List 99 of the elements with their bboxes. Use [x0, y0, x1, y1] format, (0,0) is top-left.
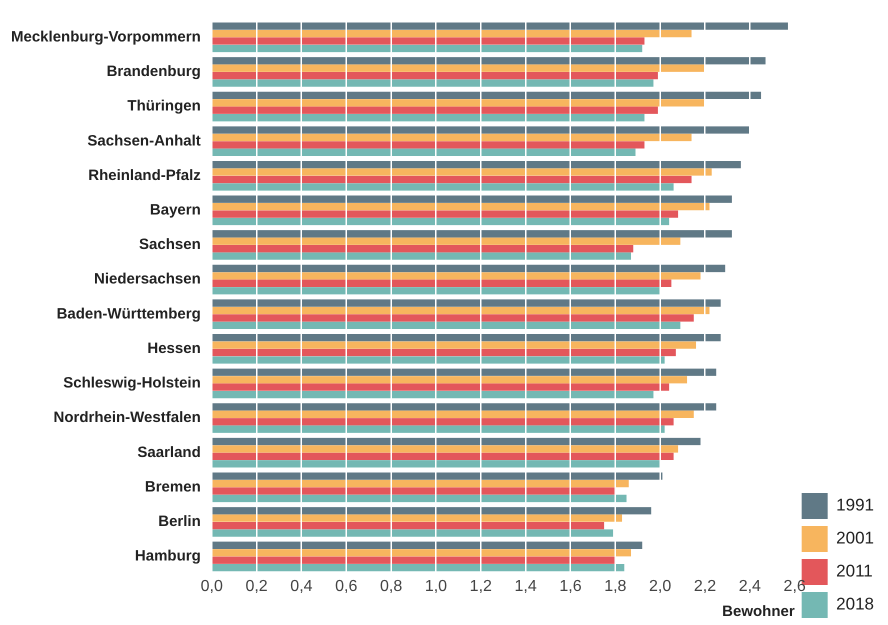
bar — [212, 44, 642, 52]
x-tick-label: 1,2 — [470, 578, 492, 595]
bar — [212, 334, 721, 342]
bar — [212, 472, 662, 480]
bar — [212, 168, 712, 176]
bar — [212, 183, 674, 191]
x-axis-title: Bewohner — [722, 603, 795, 620]
bar — [212, 460, 660, 468]
bar — [212, 314, 694, 322]
bar — [212, 160, 741, 168]
bar — [212, 72, 658, 80]
bar — [212, 376, 688, 384]
bar — [212, 141, 644, 149]
bar — [212, 556, 616, 564]
bar — [212, 384, 670, 391]
bar — [212, 426, 665, 433]
y-tick-label: Niedersachsen — [94, 270, 201, 288]
bar — [212, 264, 726, 272]
x-tick-label: 0,2 — [245, 578, 268, 595]
bar — [212, 245, 634, 252]
bar — [212, 238, 680, 245]
bar — [212, 287, 660, 294]
y-tick-label: Schleswig-Holstein — [63, 374, 201, 392]
y-tick-label: Bremen — [144, 478, 201, 496]
bar — [212, 64, 705, 72]
x-tick-label: 2,4 — [738, 578, 762, 595]
x-tick-label: 0,6 — [335, 578, 358, 595]
bar — [212, 322, 680, 330]
bar — [212, 22, 788, 30]
bar — [212, 299, 721, 307]
x-tick-label: 1,0 — [424, 578, 448, 595]
legend-label: 2001 — [836, 528, 874, 548]
bar — [212, 494, 627, 502]
y-tick-label: Berlin — [158, 513, 201, 530]
bar — [212, 452, 674, 460]
bar — [212, 280, 672, 287]
bar — [212, 348, 676, 356]
bar — [212, 403, 716, 411]
x-tick-label: 0,4 — [290, 578, 313, 595]
y-tick-label: Sachsen-Anhalt — [87, 132, 201, 150]
bar — [212, 230, 732, 238]
y-tick-label: Saarland — [137, 444, 201, 461]
bar — [212, 176, 692, 184]
y-tick-label: Nordrhein-Westfalen — [54, 409, 201, 426]
bar — [212, 203, 710, 210]
y-tick-label: Mecklenburg-Vorpommern — [11, 28, 201, 46]
bar — [212, 79, 654, 87]
y-tick-label: Brandenburg — [106, 63, 201, 80]
bar — [212, 57, 766, 64]
bar — [212, 126, 750, 134]
bar — [212, 445, 678, 453]
bar — [212, 218, 670, 226]
bar — [212, 368, 716, 376]
bar — [212, 507, 652, 514]
bar — [212, 114, 644, 122]
bar — [212, 410, 694, 418]
legend-label: 2018 — [836, 594, 874, 614]
bar — [212, 542, 642, 549]
bar — [212, 148, 636, 156]
bar — [212, 487, 616, 495]
bar — [212, 106, 658, 114]
y-tick-label: Hamburg — [134, 548, 201, 565]
y-tick-label: Hessen — [147, 340, 201, 357]
bar — [212, 356, 665, 364]
x-tick-label: 2,0 — [649, 578, 672, 595]
y-tick-label: Thüringen — [127, 98, 201, 115]
bar — [212, 514, 622, 522]
bar — [212, 252, 632, 260]
bar — [212, 210, 678, 218]
y-tick-label: Rheinland-Pfalz — [88, 166, 201, 184]
bar — [212, 92, 762, 100]
bar — [212, 306, 710, 314]
bar — [212, 99, 705, 106]
bar — [212, 438, 701, 446]
bar — [212, 134, 692, 142]
x-tick-label: 2,6 — [784, 578, 806, 595]
legend-label: 1991 — [836, 496, 874, 515]
bar — [212, 196, 732, 203]
bar — [212, 549, 632, 556]
bar — [212, 341, 696, 349]
bar — [212, 272, 701, 280]
x-tick-label: 0,0 — [200, 578, 223, 595]
bar — [212, 522, 604, 530]
bar — [212, 564, 624, 572]
y-tick-label: Sachsen — [139, 236, 201, 254]
y-tick-label: Baden-Württemberg — [56, 305, 201, 322]
y-tick-label: Bayern — [150, 202, 201, 219]
bar — [212, 37, 644, 45]
x-tick-label: 1,8 — [604, 578, 627, 595]
bar — [212, 418, 674, 426]
x-tick-label: 1,4 — [514, 578, 537, 595]
bar — [212, 30, 692, 38]
bar — [212, 480, 629, 488]
x-tick-label: 1,6 — [559, 578, 582, 595]
legend-label: 2011 — [836, 562, 873, 581]
x-tick-label: 0,8 — [380, 578, 402, 595]
bar — [212, 529, 614, 537]
x-tick-label: 2,2 — [694, 578, 716, 595]
bar — [212, 390, 654, 398]
